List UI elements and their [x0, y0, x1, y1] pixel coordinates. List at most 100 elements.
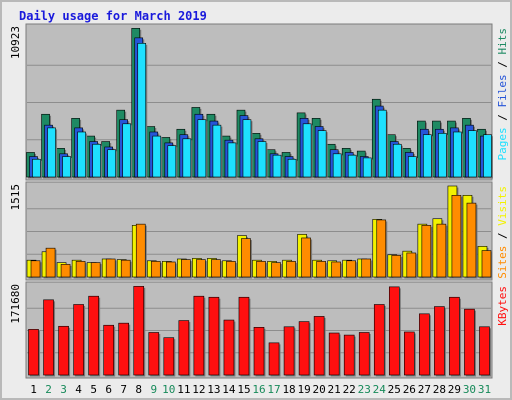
bar-sites-day-12: [196, 259, 206, 278]
x-tick-label: 22: [343, 383, 356, 396]
bar-kbytes-day-24: [373, 304, 385, 376]
panel-hits-files-pages: 10923 Pages / Files / Hits: [9, 23, 509, 181]
bar-sites-day-7: [120, 259, 131, 278]
bar-sites-day-18: [286, 261, 296, 278]
bar-sites-day-16: [256, 261, 266, 278]
side-legend: Sites / Visits: [496, 186, 509, 279]
bar-pages-day-30: [468, 130, 477, 178]
bar-pages-day-31: [483, 134, 492, 178]
bar-pages-day-5: [92, 143, 101, 178]
bar-kbytes-day-27: [419, 313, 430, 376]
bar-kbytes-day-30: [464, 308, 475, 376]
bar-pages-day-10: [167, 145, 177, 178]
bar-pages-day-15: [242, 119, 252, 178]
bar-pages-day-16: [257, 141, 267, 178]
bar-sites-day-5: [90, 262, 101, 278]
x-tick-label: 24: [373, 383, 387, 396]
side-legend-item: KBytes: [496, 286, 509, 326]
side-legend-separator: /: [496, 108, 509, 128]
bar-sites-day-19: [301, 237, 311, 278]
x-tick-label: 10: [162, 383, 175, 396]
side-legend-item: Hits: [496, 28, 509, 55]
bar-kbytes-day-6: [103, 324, 114, 376]
bar-kbytes-day-14: [223, 319, 235, 376]
bar-kbytes-day-31: [479, 326, 490, 376]
bar-pages-day-28: [438, 133, 447, 178]
x-tick-label: 6: [105, 383, 112, 396]
bar-sites-day-25: [391, 255, 402, 278]
side-legend-separator: /: [496, 226, 509, 246]
x-tick-label: 26: [403, 383, 416, 396]
bar-pages-day-18: [287, 158, 297, 178]
bar-kbytes-day-8: [133, 286, 145, 376]
y-max-label: 10923: [9, 26, 22, 59]
y-max-label: 1515: [9, 184, 22, 211]
bar-pages-day-17: [272, 154, 282, 178]
bar-kbytes-day-19: [298, 321, 310, 376]
x-tick-label: 27: [418, 383, 431, 396]
bar-kbytes-day-5: [88, 295, 99, 376]
bar-pages-day-25: [392, 143, 402, 178]
bar-pages-day-1: [32, 158, 41, 178]
bar-kbytes-day-22: [343, 334, 355, 376]
x-tick-label: 7: [120, 383, 127, 396]
x-tick-label: 15: [237, 383, 250, 396]
x-tick-label: 23: [358, 383, 371, 396]
bar-sites-day-6: [105, 258, 116, 278]
x-tick-label: 5: [90, 383, 97, 396]
bar-pages-day-26: [408, 156, 417, 178]
bar-kbytes-day-1: [28, 329, 39, 376]
bar-sites-day-4: [75, 261, 86, 278]
bar-pages-day-8: [137, 43, 147, 178]
bar-pages-day-6: [107, 149, 116, 178]
x-tick-label: 20: [313, 383, 326, 396]
bar-pages-day-19: [302, 123, 312, 178]
x-tick-label: 11: [177, 383, 190, 396]
bar-pages-day-9: [152, 135, 162, 178]
bar-kbytes-day-4: [73, 304, 84, 376]
bar-pages-day-20: [317, 130, 327, 178]
bar-sites-day-20: [316, 261, 326, 278]
bar-kbytes-day-13: [208, 296, 220, 376]
bar-kbytes-day-9: [148, 332, 160, 376]
x-tick-label: 28: [433, 383, 446, 396]
bar-pages-day-23: [362, 157, 372, 178]
bar-kbytes-day-29: [449, 296, 460, 376]
side-legend-separator: /: [496, 55, 509, 75]
bar-pages-day-21: [332, 153, 342, 178]
panel-kbytes: 171680 KBytes: [9, 281, 509, 379]
x-tick-label: 12: [192, 383, 205, 396]
bar-sites-day-9: [150, 261, 161, 278]
x-tick-label: 18: [282, 383, 295, 396]
bar-sites-day-1: [30, 260, 41, 278]
chart-title: Daily usage for March 2019: [19, 9, 207, 23]
bar-pages-day-13: [212, 124, 222, 178]
bar-sites-day-15: [241, 238, 251, 278]
bar-kbytes-day-12: [193, 295, 205, 376]
bar-pages-day-24: [377, 109, 387, 178]
bar-sites-day-8: [135, 223, 146, 278]
bar-sites-day-13: [211, 259, 221, 278]
bar-pages-day-3: [62, 156, 71, 178]
bar-kbytes-day-18: [283, 326, 295, 376]
x-tick-label: 3: [60, 383, 67, 396]
bar-kbytes-day-3: [58, 325, 69, 376]
bar-kbytes-day-28: [434, 306, 445, 376]
side-legend-item: Files: [496, 74, 509, 107]
x-tick-label: 21: [328, 383, 341, 396]
bar-kbytes-day-25: [388, 286, 400, 376]
x-tick-label: 17: [267, 383, 280, 396]
bar-sites-day-22: [346, 260, 356, 278]
bar-kbytes-day-11: [178, 320, 190, 376]
x-tick-label: 13: [207, 383, 220, 396]
x-tick-label: 29: [448, 383, 461, 396]
bar-sites-day-27: [421, 225, 432, 278]
bar-sites-day-26: [406, 252, 417, 278]
bar-sites-day-24: [376, 219, 387, 278]
bar-pages-day-2: [47, 127, 56, 178]
side-legend-item: Visits: [496, 186, 509, 226]
x-tick-label: 9: [150, 383, 157, 396]
bar-pages-day-14: [227, 142, 237, 178]
